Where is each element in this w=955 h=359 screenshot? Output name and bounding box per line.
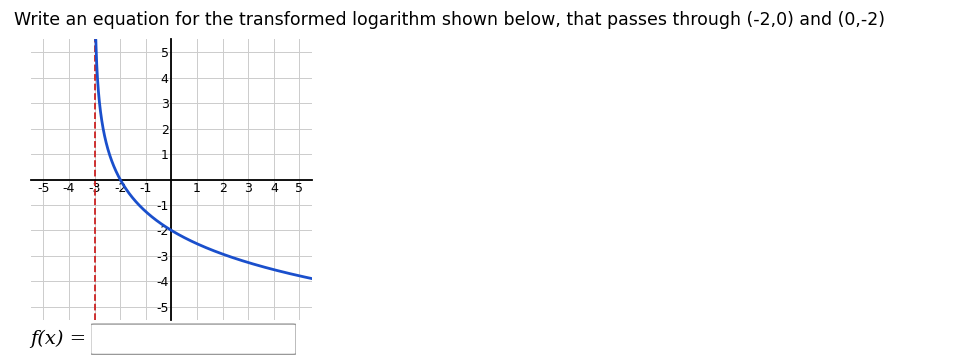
Text: Write an equation for the transformed logarithm shown below, that passes through: Write an equation for the transformed lo… xyxy=(14,11,885,29)
Text: f(x) =: f(x) = xyxy=(31,330,87,348)
FancyBboxPatch shape xyxy=(91,324,296,354)
